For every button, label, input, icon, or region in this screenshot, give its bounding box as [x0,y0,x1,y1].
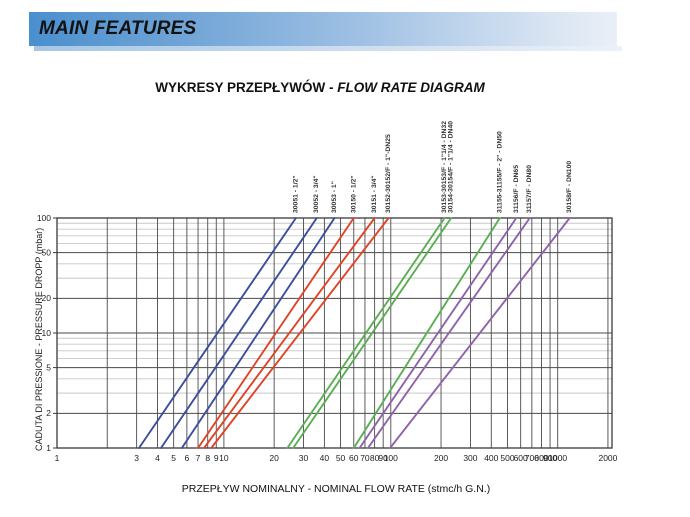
x-tick-label: 40 [320,453,330,463]
x-tick-label: 8 [205,453,210,463]
x-tick-label: 400 [484,453,498,463]
series-line-30053 [180,217,336,449]
x-tick-label: 4 [155,453,160,463]
chart-title-italic: FLOW RATE DIAGRAM [337,80,485,95]
series-line-30052 [160,217,318,449]
series-label-30154: 30154-30154/F - 1"1/4 - DN40 [448,121,455,213]
series-label-30150: 30150 - 1/2" [350,175,357,213]
series-line-31156 [358,217,518,449]
y-tick-label: 1 [46,443,51,453]
series-line-30158 [389,217,571,449]
x-tick-label: 7 [196,453,201,463]
series-line-30151 [203,217,376,449]
series-label-31157: 31157/F - DN80 [526,165,533,213]
series-label-30152: 30152-30152/F - 1"-DN25 [385,134,392,213]
x-tick-label: 800 [534,453,548,463]
series-line-30150 [197,217,355,449]
y-tick-label: 2 [46,408,51,418]
series-label-30153: 30153-30153/F - 1"1/4 - DN32 [441,121,448,213]
x-tick-label: 900 [543,453,557,463]
series-label-30151: 30151 - 3/4" [371,175,378,213]
x-tick-label: 1000 [548,453,567,463]
x-tick-label: 100 [384,453,398,463]
y-tick-label: 50 [42,247,52,257]
series-label-31156: 31156/F - DN65 [513,165,520,213]
series-line-31157 [367,217,531,449]
x-tick-label: 20 [269,453,279,463]
x-tick-label: 9 [214,453,219,463]
series-label-31155: 31155-31155/F - 2" - DN50 [496,131,503,213]
x-tick-label: 10 [219,453,229,463]
header-bar: MAIN FEATURES [29,12,617,46]
x-tick-label: 80 [370,453,380,463]
series-line-30154 [292,217,453,449]
x-tick-label: 2000 [598,453,617,463]
x-tick-label: 300 [463,453,477,463]
series-label-30051: 30051 - 1/2" [292,175,299,213]
x-tick-label: 600 [514,453,528,463]
x-tick-label: 50 [336,453,346,463]
chart-title-plain: WYKRESY PRZEPŁYWÓW - [155,80,338,95]
series-label-30052: 30052 - 3/4" [313,175,320,213]
series-label-30053: 30053 - 1" [331,181,338,213]
x-tick-label: 1 [55,453,60,463]
series-line-30152 [210,217,390,449]
x-tick-label: 6 [185,453,190,463]
x-tick-label: 70 [360,453,370,463]
header-shadow-strip [34,46,622,51]
x-tick-label: 60 [349,453,359,463]
x-tick-label: 30 [299,453,309,463]
x-tick-label: 500 [500,453,514,463]
series-line-30153 [286,217,446,449]
y-tick-label: 20 [42,293,52,303]
x-tick-label: 5 [171,453,176,463]
series-line-30051 [138,217,297,449]
x-tick-label: 700 [525,453,539,463]
x-tick-label: 90 [378,453,388,463]
header-title: MAIN FEATURES [39,18,197,39]
x-axis-title: PRZEPŁYW NOMINALNY - NOMINAL FLOW RATE (… [181,483,491,495]
y-tick-label: 10 [42,328,52,338]
y-tick-label: 5 [46,362,51,372]
y-tick-label: 100 [37,213,51,223]
series-label-30158: 30158/F - DN100 [566,161,573,213]
chart-title: WYKRESY PRZEPŁYWÓW - FLOW RATE DIAGRAM [0,80,640,95]
x-tick-label: 3 [134,453,139,463]
series-line-31155 [352,217,501,449]
x-tick-label: 200 [434,453,448,463]
